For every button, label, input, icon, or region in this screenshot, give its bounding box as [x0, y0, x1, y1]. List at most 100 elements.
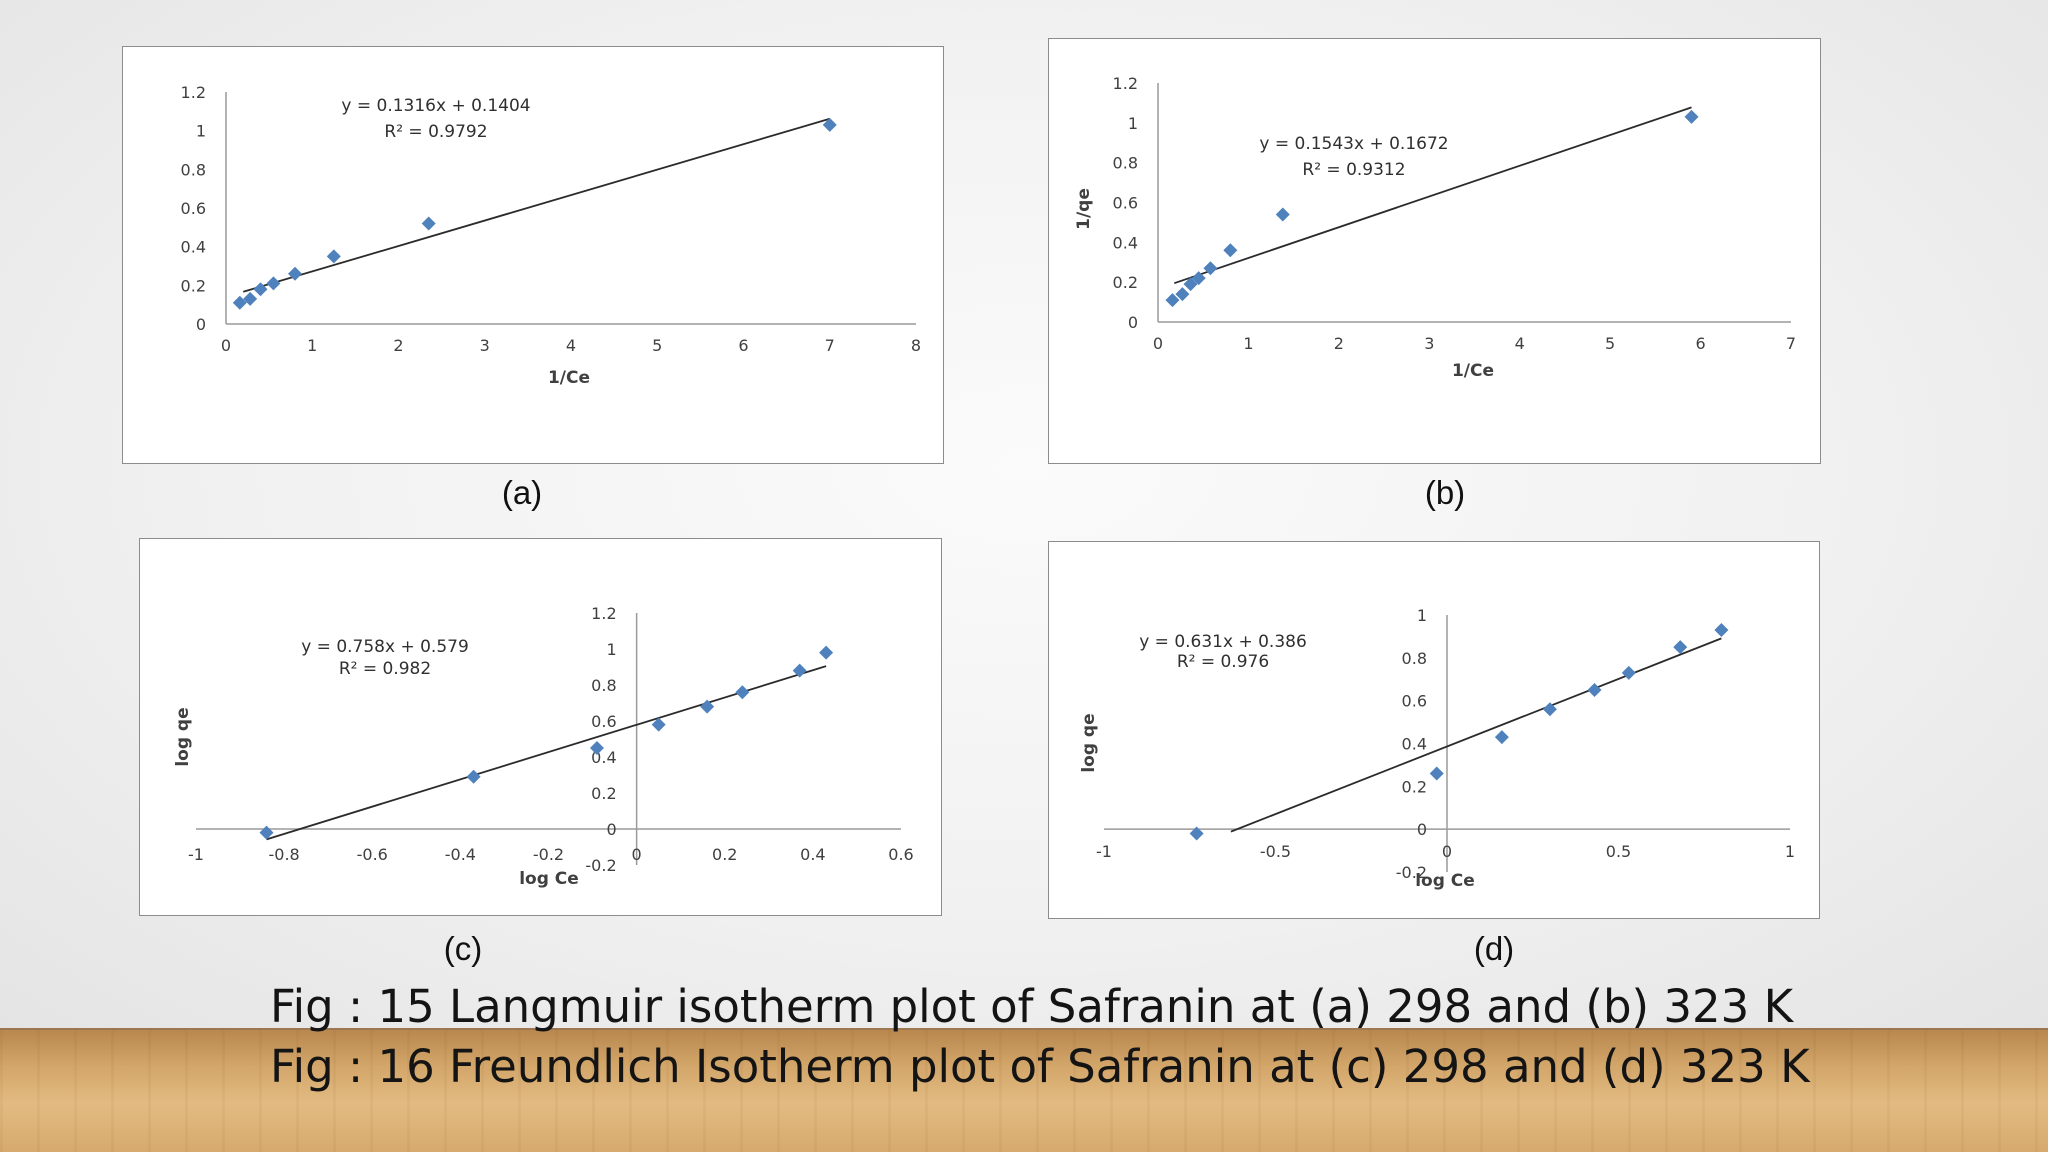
data-point [259, 825, 274, 840]
x-tick-label: 0 [1153, 334, 1163, 353]
y-tick-label: 0.4 [181, 238, 206, 257]
data-point [232, 295, 247, 310]
y-tick-label: 0.6 [1402, 692, 1427, 711]
y-tick-label: 0.8 [181, 160, 206, 179]
y-tick-label: 0.6 [1113, 194, 1138, 213]
y-tick-label: 0 [196, 315, 206, 334]
y-tick-label: 0.2 [1402, 777, 1427, 796]
r-squared-label: R² = 0.9312 [1302, 160, 1405, 180]
x-tick-label: 5 [1605, 334, 1615, 353]
y-tick-label: 1 [196, 122, 206, 141]
data-point [1175, 287, 1190, 302]
data-point [1621, 665, 1636, 680]
x-tick-label: -0.4 [445, 845, 476, 864]
r-squared-label: R² = 0.982 [339, 659, 431, 679]
y-tick-label: 0.4 [1402, 735, 1427, 754]
panel-label-a: (a) [501, 474, 543, 511]
x-axis-title: log Ce [519, 869, 579, 889]
x-tick-label: 5 [652, 336, 662, 355]
y-tick-label: -0.2 [585, 856, 616, 875]
x-axis-title: 1/Ce [1452, 361, 1494, 381]
y-tick-label: 0.2 [1113, 273, 1138, 292]
x-tick-label: 6 [1695, 334, 1705, 353]
trendline-equation: y = 0.631x + 0.386 [1139, 632, 1307, 652]
data-point [466, 769, 481, 784]
chart-panel-c: -1 -0.8 -0.6 -0.4 -0.2 0 0.2 0.4 0.6 -0.2 0 0.2 0.4 0… [139, 538, 942, 916]
trendline-equation: y = 0.1543x + 0.1672 [1259, 134, 1448, 154]
freundlich-323-chart: -1 -0.5 0 0.5 1 -0.2 0 0.2 0.4 0.6 0.8 1 log Ce log q… [1079, 606, 1795, 891]
y-tick-label: 0 [606, 820, 616, 839]
x-tick-label: 0.2 [712, 845, 737, 864]
data-point [735, 685, 750, 700]
y-tick-label: 0.8 [1402, 649, 1427, 668]
data-point [700, 699, 715, 714]
y-tick-label: 1 [1128, 114, 1138, 133]
x-axis-title: 1/Ce [548, 368, 590, 388]
trendline-equation: y = 0.758x + 0.579 [301, 637, 469, 657]
data-point [651, 717, 666, 732]
y-tick-label: 0.2 [591, 784, 616, 803]
chart-panel-b: 0 1 2 3 4 5 6 7 0 0.2 0.4 0.6 0.8 1 1.2 1/Ce 1/qe y = 0.1… [1048, 38, 1821, 464]
data-point [1587, 682, 1602, 697]
y-tick-label: 1.2 [1113, 74, 1138, 93]
data-point [266, 276, 281, 291]
data-point [1542, 702, 1557, 717]
x-tick-label: -0.5 [1260, 842, 1291, 861]
x-tick-label: 2 [393, 336, 403, 355]
x-tick-label: -1 [1096, 842, 1112, 861]
x-tick-label: 8 [911, 336, 921, 355]
y-tick-label: 1 [1417, 606, 1427, 625]
r-squared-label: R² = 0.976 [1177, 652, 1269, 672]
data-point [243, 291, 258, 306]
freundlich-298-chart: -1 -0.8 -0.6 -0.4 -0.2 0 0.2 0.4 0.6-0.200.20.40… [173, 604, 914, 889]
trendline [242, 117, 831, 293]
x-tick-label: 2 [1334, 334, 1344, 353]
floor-edge [0, 1028, 2048, 1031]
data-point [1494, 730, 1509, 745]
y-tick-label: 1.2 [181, 83, 206, 102]
data-point [253, 282, 268, 297]
y-tick-label: 0.8 [591, 676, 616, 695]
data-point [421, 216, 436, 231]
trendline [1173, 106, 1692, 285]
panel-label-b: (b) [1424, 474, 1466, 511]
x-tick-label: -0.8 [269, 845, 300, 864]
x-tick-label: 7 [1786, 334, 1796, 353]
y-tick-label: 0 [1417, 820, 1427, 839]
data-point [1684, 109, 1699, 124]
y-axis-title: log qe [1079, 713, 1099, 772]
x-tick-label: 7 [825, 336, 835, 355]
x-tick-label: -0.6 [357, 845, 388, 864]
caption-fig-16: Fig : 16 Freundlich Isotherm plot of Saf… [270, 1040, 1810, 1093]
data-point [792, 663, 807, 678]
trendline [1230, 637, 1722, 833]
panel-label-c: (c) [443, 930, 483, 967]
x-tick-label: -0.2 [533, 845, 564, 864]
x-tick-label: 3 [1424, 334, 1434, 353]
y-tick-label: 0 [1128, 313, 1138, 332]
x-tick-label: 3 [480, 336, 490, 355]
y-tick-label: 1.2 [591, 604, 616, 623]
x-tick-label: -1 [188, 845, 204, 864]
y-tick-label: 0.2 [181, 276, 206, 295]
caption-fig-15: Fig : 15 Langmuir isotherm plot of Safra… [270, 980, 1794, 1033]
x-axis-title: log Ce [1415, 871, 1475, 891]
wood-floor-background [0, 1030, 2048, 1152]
trendline [266, 665, 827, 841]
data-point [1275, 207, 1290, 222]
x-tick-label: 0.6 [888, 845, 913, 864]
langmuir-323-chart: 0 1 2 3 4 5 6 7 0 0.2 0.4 0.6 0.8 1 1.2 1/Ce 1/qe y = 0.1… [1074, 74, 1796, 381]
x-tick-label: 1 [307, 336, 317, 355]
data-point [1203, 261, 1218, 276]
y-tick-label: 0.8 [1113, 154, 1138, 173]
data-point [1165, 293, 1180, 308]
data-point [822, 117, 837, 132]
x-tick-label: 0 [632, 845, 642, 864]
trendline-equation: y = 0.1316x + 0.1404 [341, 96, 530, 116]
x-tick-label: 4 [566, 336, 576, 355]
data-point [1223, 243, 1238, 258]
data-point [1673, 640, 1688, 655]
y-tick-label: -0.2 [1396, 863, 1427, 882]
data-point [1429, 766, 1444, 781]
